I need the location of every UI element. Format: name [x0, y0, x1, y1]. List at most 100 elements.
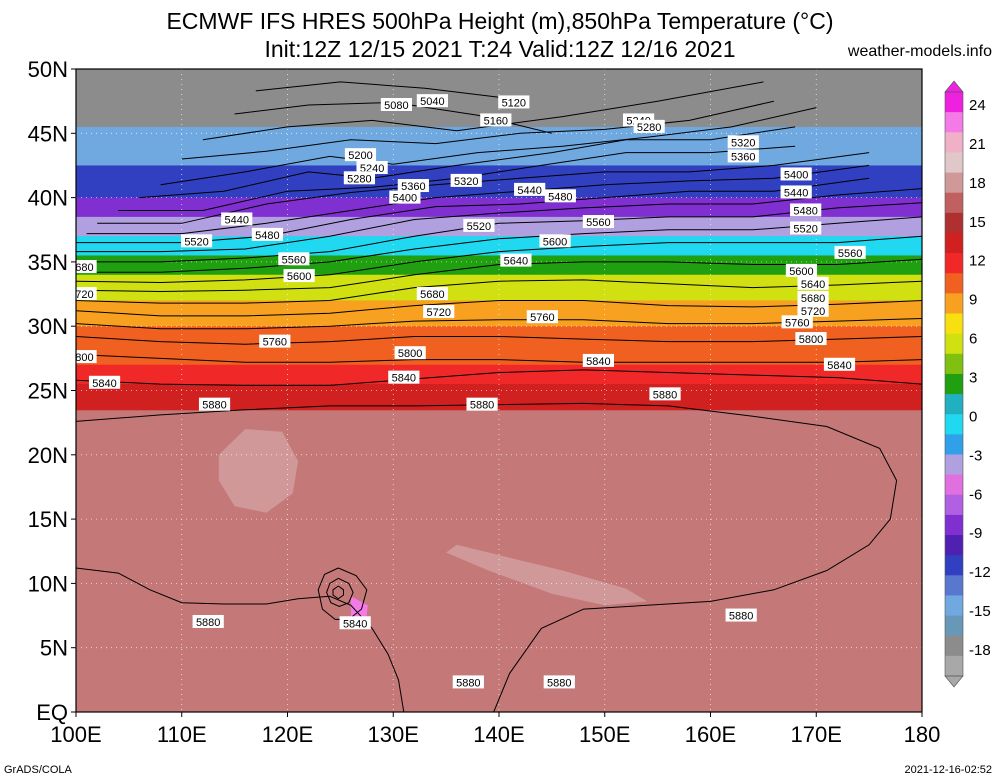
contour-label: 5880: [192, 614, 224, 629]
source-credit[interactable]: weather-models.info: [847, 43, 992, 60]
contour-label: 5800: [394, 346, 426, 360]
contour-label: 5680: [797, 290, 829, 305]
contour-label-box: [649, 387, 681, 401]
map-panel: 5040508051205160524052805200524052805360…: [76, 69, 922, 712]
colorbar-cell: [945, 555, 963, 576]
contour-label-box: [192, 614, 224, 628]
contour-label-box: [283, 269, 315, 283]
contour-label-box: [544, 189, 576, 203]
contour-label-box: [725, 608, 757, 622]
contour-label-box: [397, 179, 429, 193]
colorbar-cell: [945, 494, 963, 516]
colorbar-cell: [945, 172, 963, 194]
lon-tick-label: 130E: [368, 722, 419, 747]
contour-label: 5760: [259, 334, 291, 349]
contour-label-text: 5760: [263, 337, 287, 349]
contour-label-text: 5760: [530, 312, 554, 324]
contour-label: 5200: [344, 148, 377, 162]
contour-5880: [76, 567, 405, 712]
contour-label: 720: [76, 287, 97, 301]
colorbar-cell: [945, 353, 963, 375]
contour-label-box: [500, 253, 532, 267]
lat-tick-label: 45N: [28, 121, 68, 146]
lon-tick-label: 120E: [262, 722, 313, 747]
contour-5760: [76, 336, 922, 345]
contour-label: 5600: [283, 269, 315, 283]
colorbar-label: 6: [969, 331, 977, 348]
contour-label-box: [198, 397, 231, 411]
contour-label: 5640: [797, 276, 829, 291]
lat-tick-label: 30N: [28, 314, 68, 339]
colorbar-label: -9: [969, 525, 982, 542]
contour-label-box: [797, 303, 829, 317]
lon-tick-label: 170E: [791, 722, 842, 747]
contour-5200: [160, 107, 817, 186]
contour-label-text: 5880: [547, 677, 571, 689]
contour-label-box: [780, 167, 812, 181]
contour-label-box: [76, 287, 97, 301]
contour-label: 5360: [727, 149, 759, 163]
contour-label-box: [344, 148, 377, 162]
contour-label-text: 5520: [467, 221, 491, 233]
contour-label-box: [498, 95, 530, 109]
colorbar-cell: [945, 92, 963, 113]
contour-5520: [76, 216, 922, 273]
contour-label-box: [76, 260, 97, 274]
contour-label: 5840: [823, 357, 856, 372]
contour-label-text: 5840: [586, 356, 610, 368]
lat-tick-label: 40N: [28, 186, 68, 211]
contour-label-text: 5720: [801, 306, 825, 318]
contour-label-box: [394, 346, 426, 360]
contour-label-box: [543, 675, 575, 689]
lon-tick-label: 160E: [685, 722, 736, 747]
contour-label-box: [834, 245, 866, 259]
colorbar-label: 18: [969, 175, 986, 192]
contour-label-text: 5480: [255, 230, 279, 242]
contour-label-text: 5440: [784, 187, 808, 199]
colorbar-label: -12: [969, 564, 991, 581]
colorbar-cell: [945, 474, 963, 496]
colorbar-label: -15: [969, 603, 991, 620]
contour-label-box: [480, 113, 512, 127]
contour-label-text: 5360: [401, 181, 425, 193]
contour-label-text: 5880: [729, 611, 753, 623]
contour-label: 5160: [480, 113, 512, 127]
contour-label-text: 5040: [420, 96, 444, 108]
lon-tick-label: 110E: [157, 722, 207, 747]
contour-label-box: [76, 350, 97, 364]
contour-5720: [76, 318, 922, 330]
colorbar-cell: [945, 373, 963, 395]
colorbar-cell: [945, 253, 963, 274]
contour-label-text: 5840: [392, 373, 416, 385]
map-subtitle: Init:12Z 12/15 2021 T:24 Valid:12Z 12/16…: [264, 36, 736, 62]
colorbar-label: 15: [969, 214, 986, 231]
contour-label-text: 5560: [586, 217, 610, 229]
contour-label: 5880: [725, 608, 757, 623]
contour-label-box: [450, 173, 482, 187]
colorbar-cell: [945, 454, 963, 476]
contour-label: 5880: [452, 675, 484, 689]
colorbar-cell: [945, 273, 963, 294]
colorbar-cell: [945, 595, 963, 616]
contour-label-text: 5680: [420, 289, 444, 301]
contour-label: 5520: [463, 218, 495, 233]
contour-label-text: 5360: [731, 151, 755, 163]
contour-label: 5560: [834, 245, 866, 260]
colorbar-label: 24: [969, 97, 986, 114]
contour-label: 5600: [785, 263, 818, 278]
contour-5360: [86, 164, 870, 235]
contour-label: 5800: [795, 332, 827, 346]
contour-5840: [76, 369, 922, 386]
contour-label-text: 5840: [92, 378, 116, 390]
contour-label-text: 5560: [838, 248, 862, 260]
graticule: [76, 69, 922, 712]
contour-label-box: [389, 190, 421, 204]
contour-label-text: 5880: [456, 677, 480, 689]
temperature-band: [76, 345, 922, 366]
contour-label-text: 5600: [543, 236, 567, 248]
warm-pool-shading: [350, 596, 368, 622]
contour-label-box: [790, 221, 822, 235]
lat-tick-label: 50N: [28, 57, 68, 82]
colorbar-cell: [945, 132, 963, 153]
